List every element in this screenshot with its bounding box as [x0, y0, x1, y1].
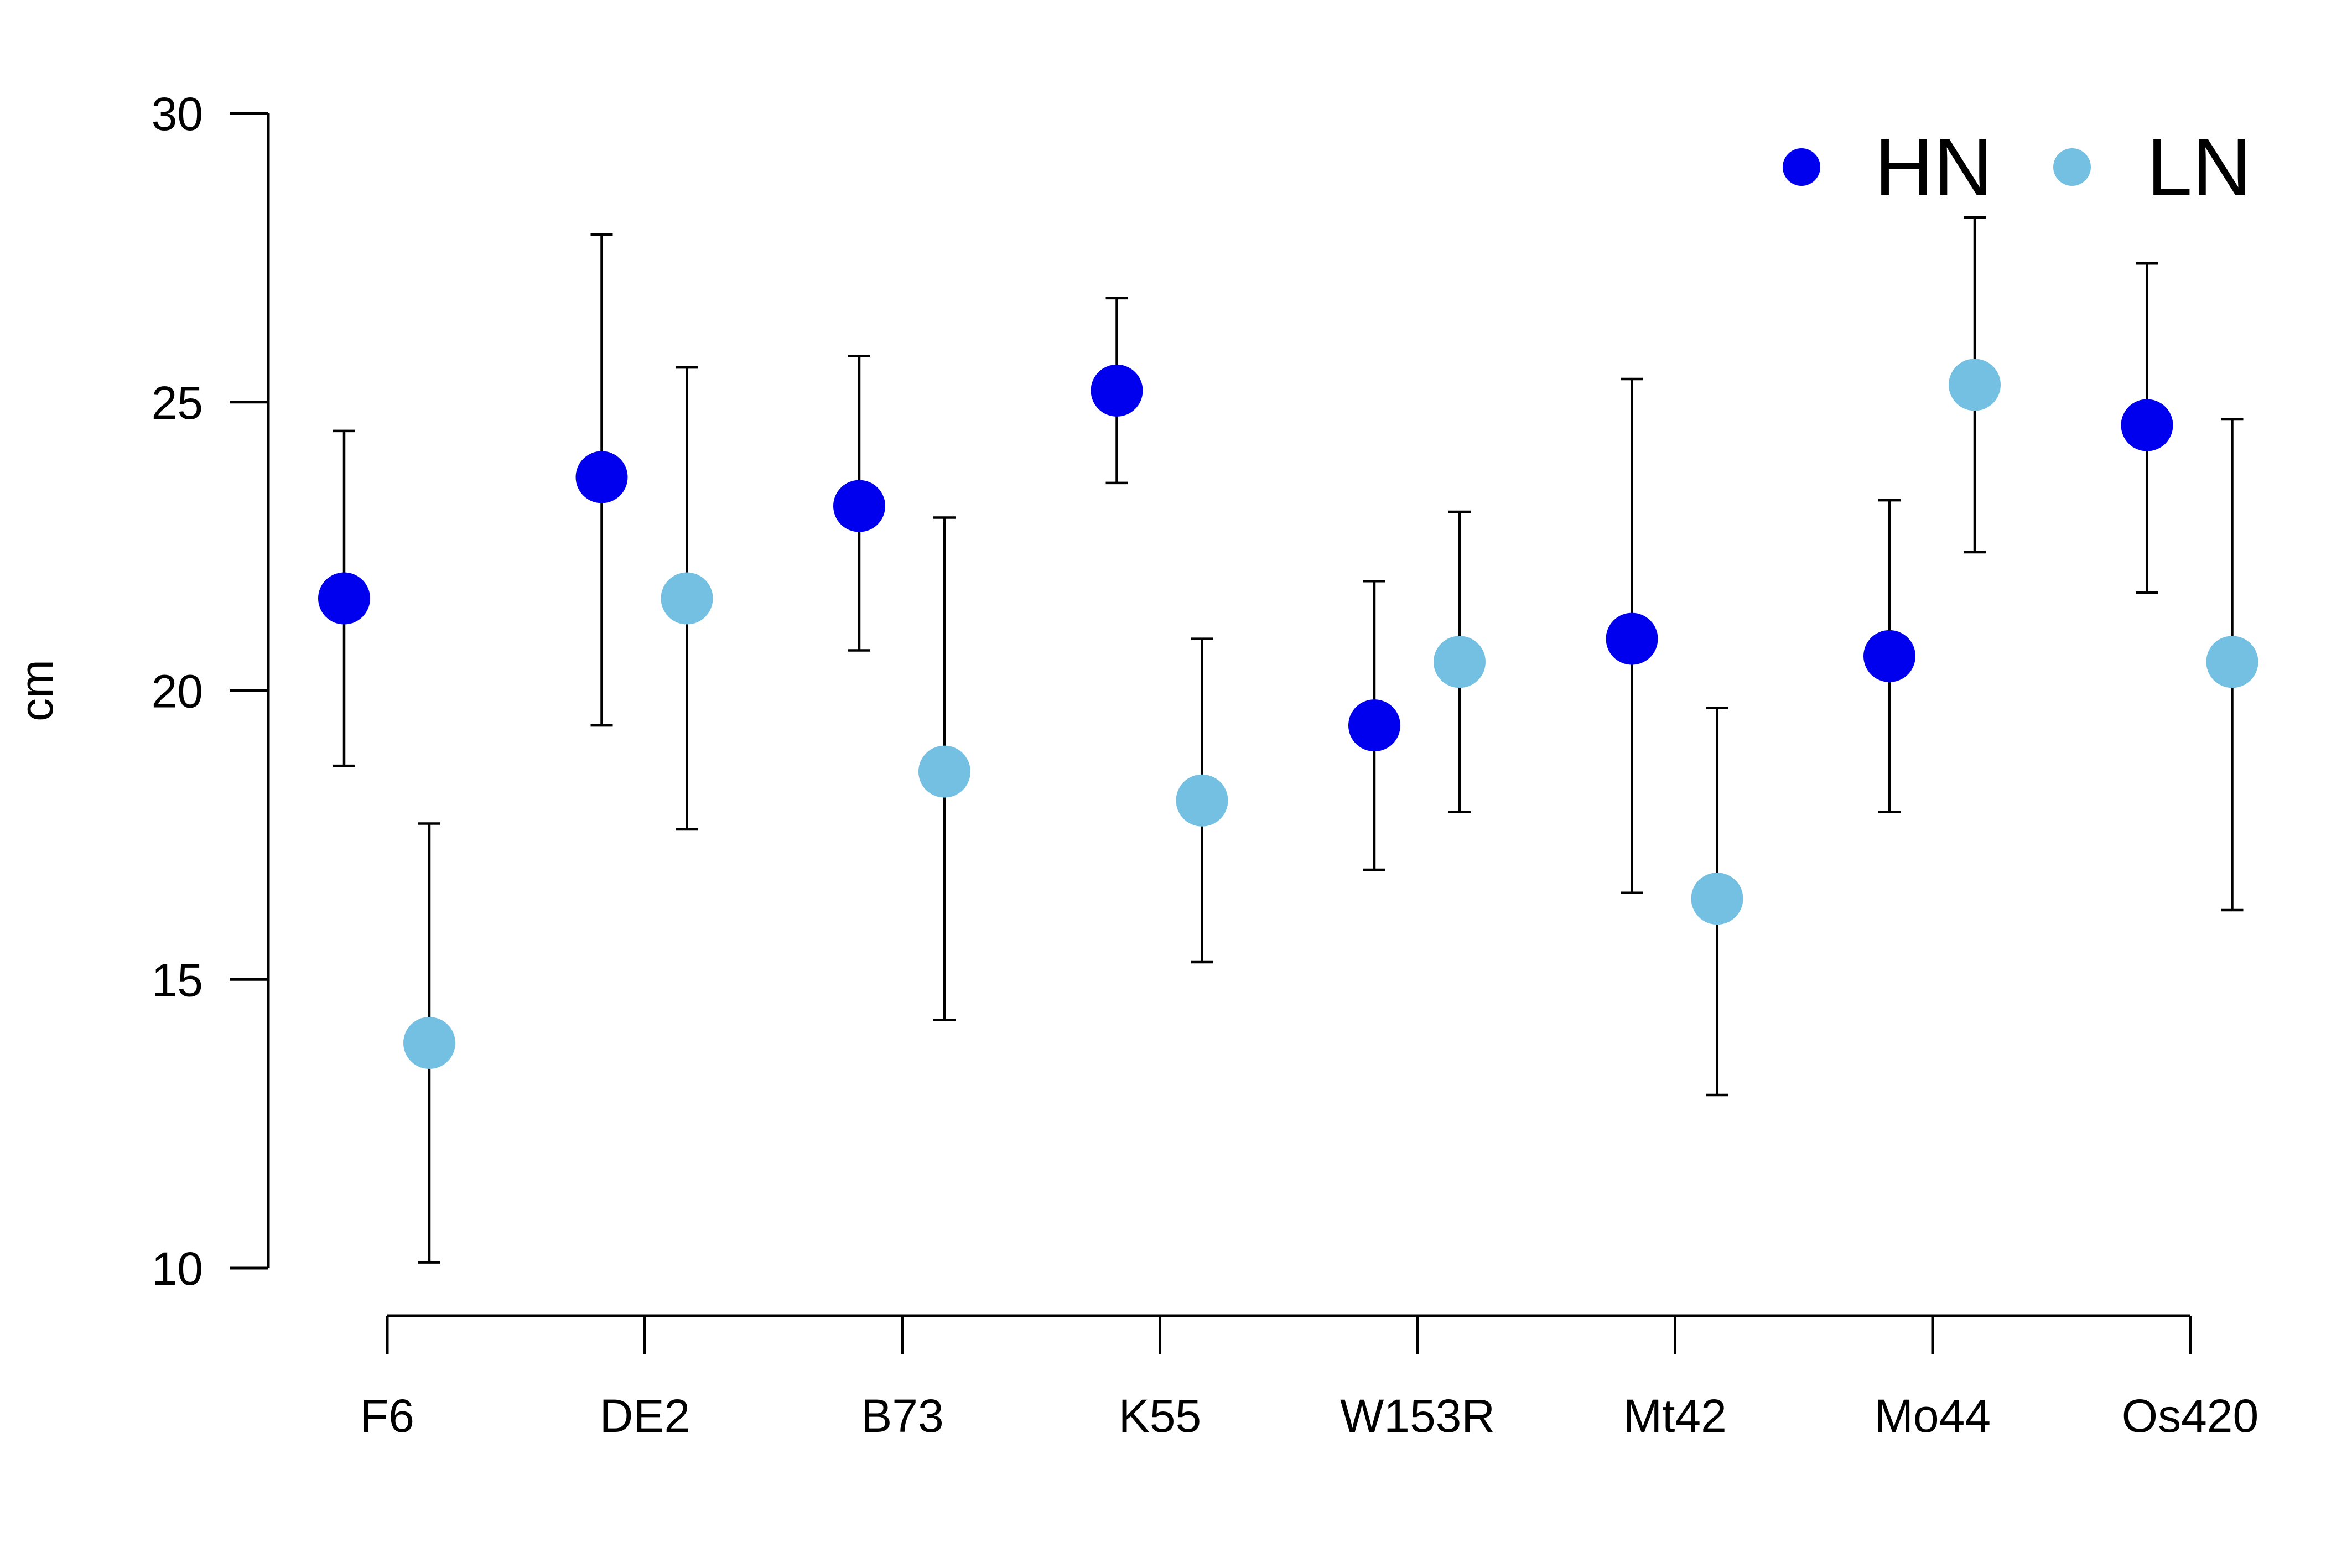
- x-tick-label-k55: K55: [1119, 1390, 1201, 1442]
- data-point-ln-os420: [2206, 636, 2258, 688]
- data-point-hn-b73: [833, 480, 885, 532]
- y-tick-label: 10: [152, 1243, 203, 1295]
- data-point-hn-mo44: [1863, 630, 1915, 682]
- x-tick-label-os420: Os420: [2122, 1390, 2259, 1442]
- data-point-hn-os420: [2121, 399, 2173, 451]
- legend-label-hn: HN: [1875, 122, 1993, 213]
- data-point-ln-f6: [403, 1017, 455, 1069]
- y-tick-label: 25: [152, 377, 203, 429]
- x-tick-label-f6: F6: [360, 1390, 414, 1442]
- series-ln: [403, 216, 2258, 1264]
- x-tick-label-w153r: W153R: [1340, 1390, 1495, 1442]
- y-tick-label: 15: [152, 954, 203, 1006]
- x-axis: F6 DE2 B73 K55 W153R Mt42 Mo44 Os420: [360, 1314, 2259, 1442]
- y-tick-label: 20: [152, 666, 203, 718]
- x-tick-label-mo44: Mo44: [1875, 1390, 1991, 1442]
- data-point-ln-w153r: [1434, 636, 1486, 688]
- legend: HN LN: [1783, 122, 2251, 213]
- data-point-hn-w153r: [1348, 699, 1400, 752]
- data-point-ln-mt42: [1691, 873, 1743, 925]
- legend-marker-ln: [2053, 148, 2091, 186]
- series-hn: [318, 233, 2173, 894]
- x-tick-label-de2: DE2: [600, 1390, 690, 1442]
- y-tick-label: 30: [152, 88, 203, 140]
- legend-marker-hn: [1783, 148, 1820, 186]
- data-point-ln-de2: [661, 572, 713, 625]
- data-point-hn-de2: [575, 451, 628, 503]
- plot-area: [318, 216, 2258, 1264]
- data-point-ln-b73: [918, 745, 970, 798]
- data-point-ln-mo44: [1949, 359, 2001, 411]
- y-axis: 10 15 20 25 30: [152, 88, 270, 1295]
- data-point-hn-k55: [1091, 364, 1143, 417]
- data-point-hn-f6: [318, 572, 370, 625]
- data-point-ln-k55: [1176, 774, 1228, 827]
- x-tick-label-b73: B73: [861, 1390, 943, 1442]
- y-axis-label: cm: [11, 660, 63, 721]
- legend-label-ln: LN: [2147, 122, 2251, 213]
- x-tick-label-mt42: Mt42: [1623, 1390, 1727, 1442]
- data-point-hn-mt42: [1606, 612, 1658, 665]
